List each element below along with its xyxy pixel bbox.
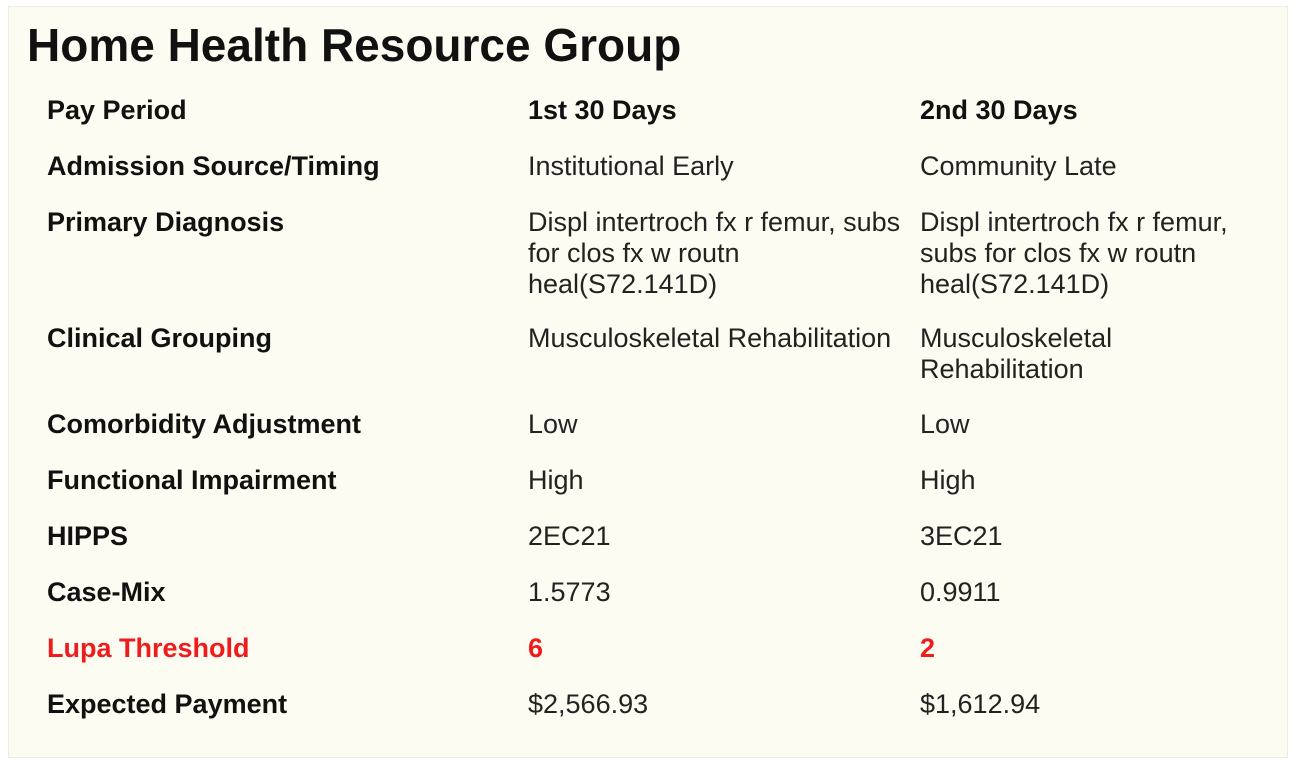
hhrg-table: Pay Period 1st 30 Days 2nd 30 Days Admis… <box>37 95 1280 745</box>
row-clinical-grouping: Clinical Grouping Musculoskeletal Rehabi… <box>37 323 1280 409</box>
row-label: Admission Source/Timing <box>47 151 380 181</box>
row-label: HIPPS <box>47 521 129 551</box>
row-value-col1: Musculoskeletal Rehabilitation <box>528 323 892 353</box>
row-value-col2: Community Late <box>920 151 1117 181</box>
row-lupa-threshold: Lupa Threshold 6 2 <box>37 633 1280 689</box>
row-value-col2: $1,612.94 <box>920 689 1041 719</box>
row-label: Primary Diagnosis <box>47 207 285 237</box>
row-value-col2: 2 <box>920 633 936 663</box>
row-value-col1: Low <box>528 409 578 439</box>
row-value-col2: 3EC21 <box>920 521 1003 551</box>
header-label: Pay Period <box>47 95 187 125</box>
row-comorbidity-adjustment: Comorbidity Adjustment Low Low <box>37 409 1280 465</box>
row-expected-payment: Expected Payment $2,566.93 $1,612.94 <box>37 689 1280 745</box>
row-admission-source: Admission Source/Timing Institutional Ea… <box>37 151 1280 207</box>
row-label: Lupa Threshold <box>47 633 250 663</box>
row-value-col1: Displ intertroch fx r femur, subs for cl… <box>528 207 901 299</box>
row-value-col1: Institutional Early <box>528 151 734 181</box>
row-label: Expected Payment <box>47 689 288 719</box>
row-primary-diagnosis: Primary Diagnosis Displ intertroch fx r … <box>37 207 1280 323</box>
row-hipps: HIPPS 2EC21 3EC21 <box>37 521 1280 577</box>
page-title: Home Health Resource Group <box>27 19 682 71</box>
hhrg-panel: Home Health Resource Group Pay Period 1s… <box>8 6 1288 758</box>
row-value-col1: 6 <box>528 633 544 663</box>
row-value-col2: Musculoskeletal Rehabilitation <box>920 323 1113 384</box>
header-col1: 1st 30 Days <box>528 95 677 125</box>
row-value-col1: 2EC21 <box>528 521 611 551</box>
row-case-mix: Case-Mix 1.5773 0.9911 <box>37 577 1280 633</box>
row-value-col2: Displ intertroch fx r femur, subs for cl… <box>920 207 1228 299</box>
header-col2: 2nd 30 Days <box>920 95 1078 125</box>
row-label: Case-Mix <box>47 577 166 607</box>
row-value-col1: 1.5773 <box>528 577 611 607</box>
row-value-col2: High <box>920 465 976 495</box>
row-label: Functional Impairment <box>47 465 337 495</box>
row-functional-impairment: Functional Impairment High High <box>37 465 1280 521</box>
row-label: Clinical Grouping <box>47 323 273 353</box>
row-value-col2: Low <box>920 409 970 439</box>
row-label: Comorbidity Adjustment <box>47 409 361 439</box>
row-value-col1: $2,566.93 <box>528 689 649 719</box>
row-value-col1: High <box>528 465 584 495</box>
table-header-row: Pay Period 1st 30 Days 2nd 30 Days <box>37 95 1280 151</box>
row-value-col2: 0.9911 <box>920 577 1001 607</box>
